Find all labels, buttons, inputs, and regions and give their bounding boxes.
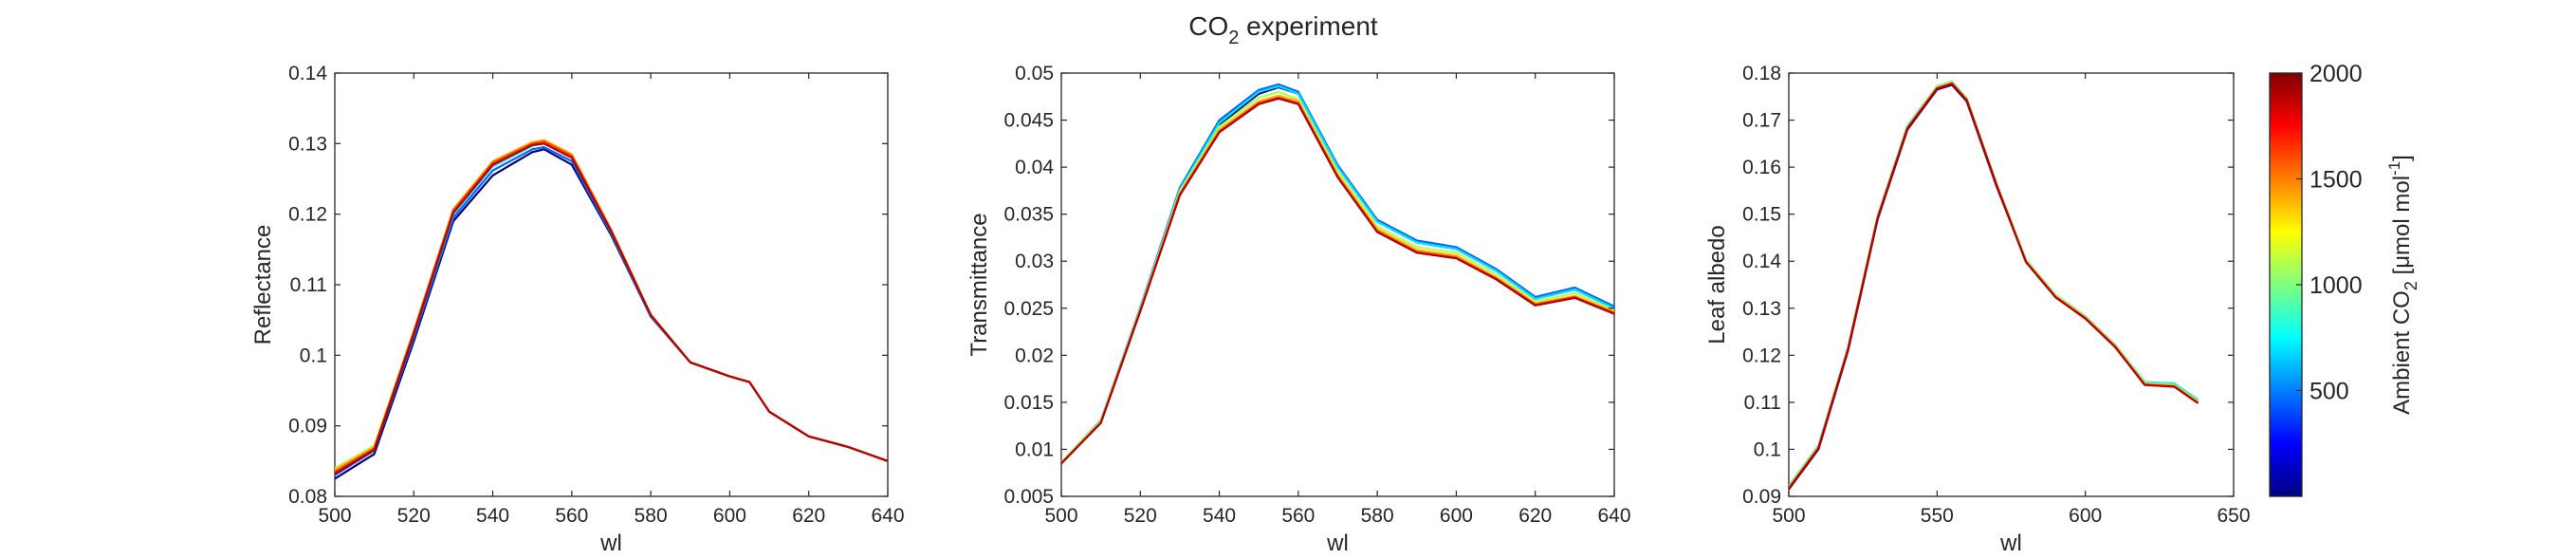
figure-title: CO2 experiment [1188, 11, 1378, 48]
leaf-albedo-ytick-label: 0.15 [1742, 204, 1781, 226]
reflectance-ytick-label: 0.12 [288, 204, 327, 226]
reflectance-ytick-label: 0.09 [288, 416, 327, 438]
reflectance-axes: 500 520 540 560 580 600 620 640 0.08 0.09 0.1 0.11 0… [288, 63, 904, 527]
colorbar-tick-label: 2000 [2309, 61, 2363, 87]
transmittance-ytick-label: 0.015 [1003, 392, 1054, 414]
leaf-albedo-xtick-label: 600 [2069, 505, 2102, 527]
colorbar-tick-label: 1000 [2309, 272, 2363, 299]
transmittance-ytick-label: 0.035 [1003, 204, 1054, 226]
transmittance-ytick-label: 0.05 [1015, 63, 1054, 84]
transmittance-xtick-label: 580 [1361, 505, 1394, 527]
colorbar-tick-label: 1500 [2309, 167, 2363, 194]
leaf-albedo-xtick-label: 500 [1772, 505, 1805, 527]
leaf-albedo-series-group [1789, 80, 2199, 491]
colorbar: 500 1000 1500 2000 Ambient CO2 [μmol mol-1] [2269, 61, 2420, 497]
transmittance-xtick-label: 540 [1203, 505, 1236, 527]
transmittance-xtick-label: 500 [1044, 505, 1077, 527]
transmittance-xlabel: wl [1326, 531, 1349, 556]
transmittance-xtick-label: 520 [1124, 505, 1157, 527]
reflectance-ylabel: Reflectance [250, 225, 276, 345]
leaf-albedo-xtick-label: 550 [1921, 505, 1954, 527]
reflectance-xtick-label: 540 [476, 505, 509, 527]
transmittance-ytick-label: 0.025 [1003, 298, 1054, 320]
leaf-albedo-ytick-label: 0.14 [1742, 251, 1781, 272]
leaf-albedo-ytick-label: 0.09 [1742, 486, 1781, 508]
leaf-albedo-xlabel: wl [1999, 531, 2022, 556]
reflectance-xtick-label: 580 [635, 505, 668, 527]
transmittance-series-group [1061, 83, 1614, 465]
leaf-albedo-ytick-label: 0.18 [1742, 63, 1781, 84]
leaf-albedo-ytick-label: 0.11 [1744, 392, 1781, 414]
transmittance-panel: 500 520 540 560 580 600 620 640 0.005 0.01 0.015 0.… [966, 63, 1631, 556]
reflectance-ytick-label: 0.11 [290, 274, 327, 296]
colorbar-tick-label: 500 [2309, 379, 2349, 405]
reflectance-xtick-label: 520 [397, 505, 431, 527]
reflectance-xtick-label: 600 [713, 505, 746, 527]
transmittance-ytick-label: 0.04 [1015, 157, 1054, 178]
reflectance-xlabel: wl [599, 531, 622, 556]
reflectance-xtick-label: 640 [871, 505, 904, 527]
transmittance-ytick-label: 0.01 [1015, 438, 1054, 460]
leaf-albedo-ytick-label: 0.13 [1742, 298, 1781, 320]
leaf-albedo-ytick-label: 0.16 [1742, 157, 1781, 178]
reflectance-ytick-label: 0.1 [300, 345, 327, 366]
reflectance-ytick-label: 0.14 [288, 63, 327, 84]
leaf-albedo-ytick-label: 0.1 [1754, 438, 1781, 460]
transmittance-xtick-label: 640 [1597, 505, 1630, 527]
reflectance-ytick-label: 0.08 [288, 486, 327, 508]
leaf-albedo-ylabel: Leaf albedo [1704, 225, 1730, 344]
reflectance-xtick-label: 620 [792, 505, 825, 527]
reflectance-series-group [335, 139, 888, 480]
leaf-albedo-ytick-label: 0.17 [1742, 110, 1781, 132]
transmittance-ytick-label: 0.005 [1003, 486, 1054, 508]
reflectance-xtick-label: 500 [318, 505, 351, 527]
transmittance-xtick-label: 600 [1440, 505, 1473, 527]
transmittance-ytick-label: 0.045 [1003, 110, 1054, 132]
transmittance-series-line-6 [1061, 97, 1614, 465]
reflectance-panel: 500 520 540 560 580 600 620 640 0.08 0.09 0.1 0.11 0… [250, 63, 905, 556]
reflectance-ytick-label: 0.13 [288, 133, 327, 155]
colorbar-ticks: 500 1000 1500 2000 [2296, 61, 2363, 405]
transmittance-ylabel: Transmittance [966, 213, 992, 356]
leaf-albedo-panel: 500 550 600 650 0.09 0.1 0.11 0.12 0.13 0.14 0.15 0… [1704, 63, 2251, 556]
leaf-albedo-ytick-label: 0.12 [1742, 345, 1781, 366]
leaf-albedo-plot-area [1788, 72, 2235, 497]
transmittance-xtick-label: 620 [1518, 505, 1552, 527]
leaf-albedo-axes: 500 550 600 650 0.09 0.1 0.11 0.12 0.13 0.14 0.15 0… [1742, 63, 2250, 527]
reflectance-series-line-6 [335, 142, 888, 475]
transmittance-plot-area [1060, 72, 1615, 497]
leaf-albedo-series-line-6 [1789, 83, 2199, 490]
leaf-albedo-xtick-label: 650 [2217, 505, 2250, 527]
transmittance-ytick-label: 0.02 [1015, 345, 1054, 366]
transmittance-xtick-label: 560 [1281, 505, 1315, 527]
colorbar-label: Ambient CO2 [μmol mol-1] [2385, 155, 2420, 415]
transmittance-ytick-label: 0.03 [1015, 251, 1054, 272]
transmittance-axes: 500 520 540 560 580 600 620 640 0.005 0.01 0.015 0.… [1003, 63, 1630, 527]
reflectance-xtick-label: 560 [555, 505, 588, 527]
reflectance-plot-area [334, 72, 889, 497]
